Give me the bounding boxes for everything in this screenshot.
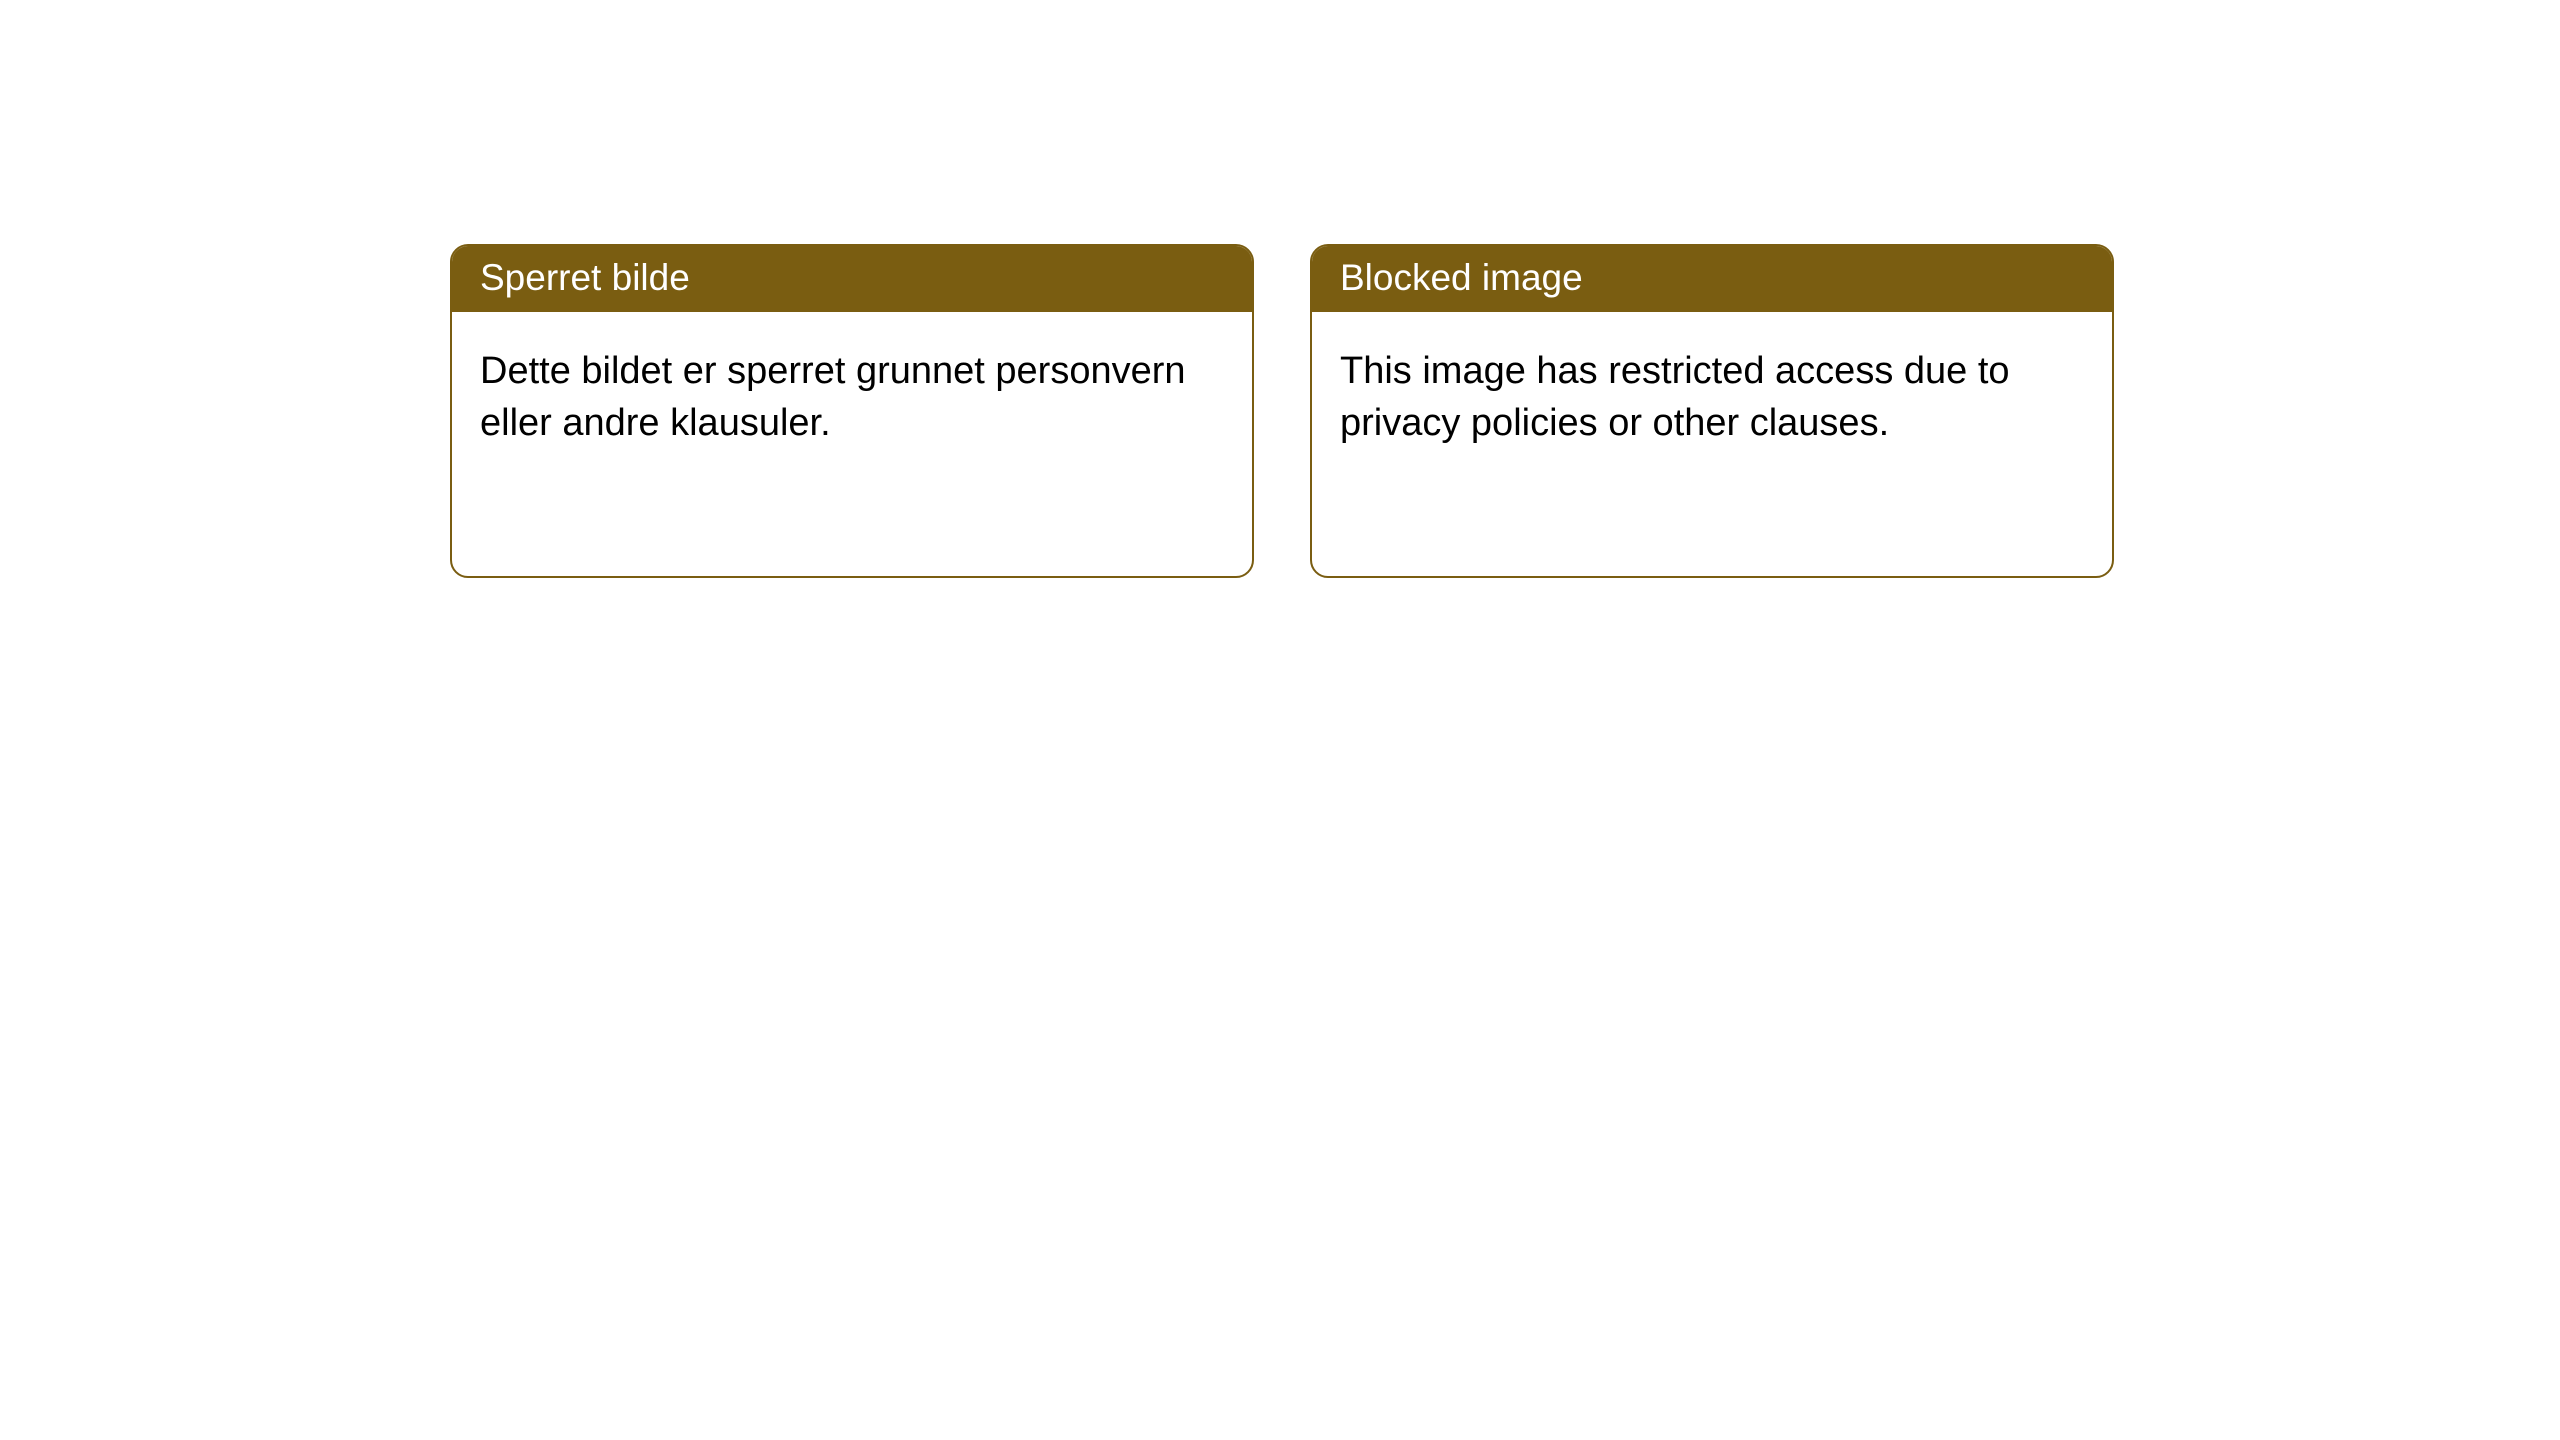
blocked-image-card-en: Blocked image This image has restricted … bbox=[1310, 244, 2114, 578]
card-header-en: Blocked image bbox=[1312, 246, 2112, 312]
card-body-en: This image has restricted access due to … bbox=[1312, 312, 2112, 483]
notice-cards-container: Sperret bilde Dette bildet er sperret gr… bbox=[450, 244, 2114, 578]
blocked-image-card-no: Sperret bilde Dette bildet er sperret gr… bbox=[450, 244, 1254, 578]
card-body-no: Dette bildet er sperret grunnet personve… bbox=[452, 312, 1252, 483]
card-header-no: Sperret bilde bbox=[452, 246, 1252, 312]
